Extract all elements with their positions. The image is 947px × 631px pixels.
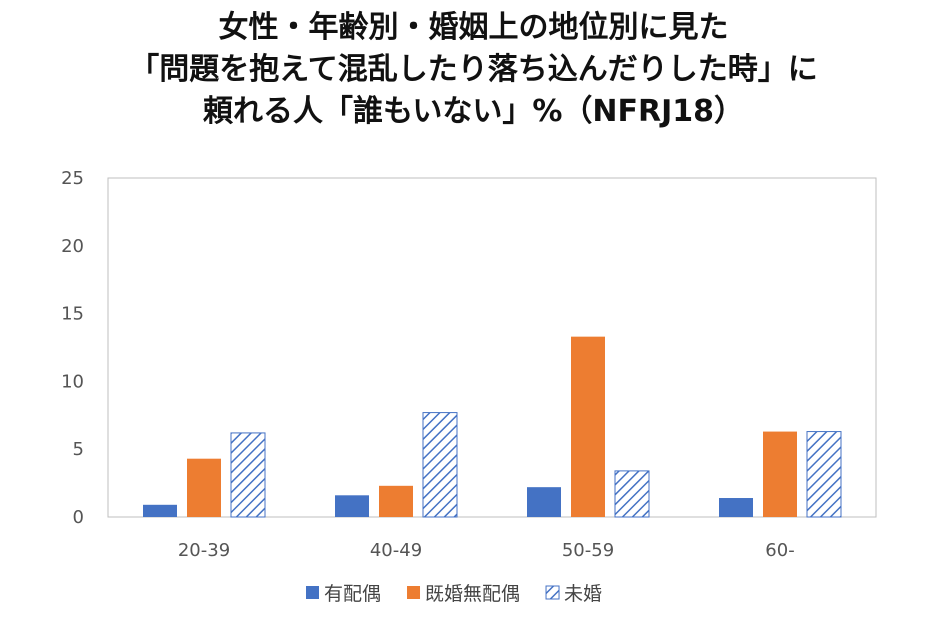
legend-swatch-1 <box>306 586 319 599</box>
y-tick-label: 10 <box>61 371 84 392</box>
y-tick-label: 0 <box>73 507 84 528</box>
y-tick-label: 25 <box>61 168 84 189</box>
bar-1-4 <box>719 498 753 517</box>
y-tick-label: 15 <box>61 304 84 325</box>
y-tick-label: 20 <box>61 236 84 257</box>
legend-label-3: 未婚 <box>564 583 602 605</box>
y-axis: 0 5 10 15 20 25 <box>61 168 84 528</box>
bar-2-4 <box>763 431 797 517</box>
bar-3-1 <box>230 432 266 518</box>
legend-swatch-3 <box>545 585 560 600</box>
bar-3-3 <box>614 470 650 518</box>
legend-label-2: 既婚無配偶 <box>425 583 520 605</box>
chart-title-line-1: 女性・年齢別・婚姻上の地位別に見た <box>218 10 729 45</box>
bar-2-1 <box>187 458 221 517</box>
bar-3-2 <box>422 412 458 518</box>
x-tick-label: 40-49 <box>370 540 422 561</box>
x-tick-label: 60- <box>765 540 794 561</box>
chart-title-line-3: 頼れる人「誰もいない」%（NFRJ18） <box>202 94 745 129</box>
legend-swatch-2 <box>407 586 421 599</box>
bar-1-1 <box>143 504 177 517</box>
chart-title-line-2: 「問題を抱えて混乱したり落ち込んだりした時」に <box>129 52 818 87</box>
x-tick-label: 50-59 <box>562 540 614 561</box>
legend-label-1: 有配偶 <box>324 583 381 605</box>
x-tick-label: 20-39 <box>178 540 230 561</box>
y-tick-label: 5 <box>73 439 84 460</box>
bars-group <box>143 336 842 518</box>
x-axis: 20-39 40-49 50-59 60- <box>178 540 795 561</box>
bar-2-3 <box>571 336 605 517</box>
legend: 有配偶 既婚無配偶 未婚 <box>306 583 602 605</box>
bar-1-3 <box>527 487 561 517</box>
bar-1-2 <box>335 495 369 517</box>
plot-area-frame <box>107 177 877 518</box>
bar-2-2 <box>379 485 413 517</box>
bar-3-4 <box>806 431 842 518</box>
